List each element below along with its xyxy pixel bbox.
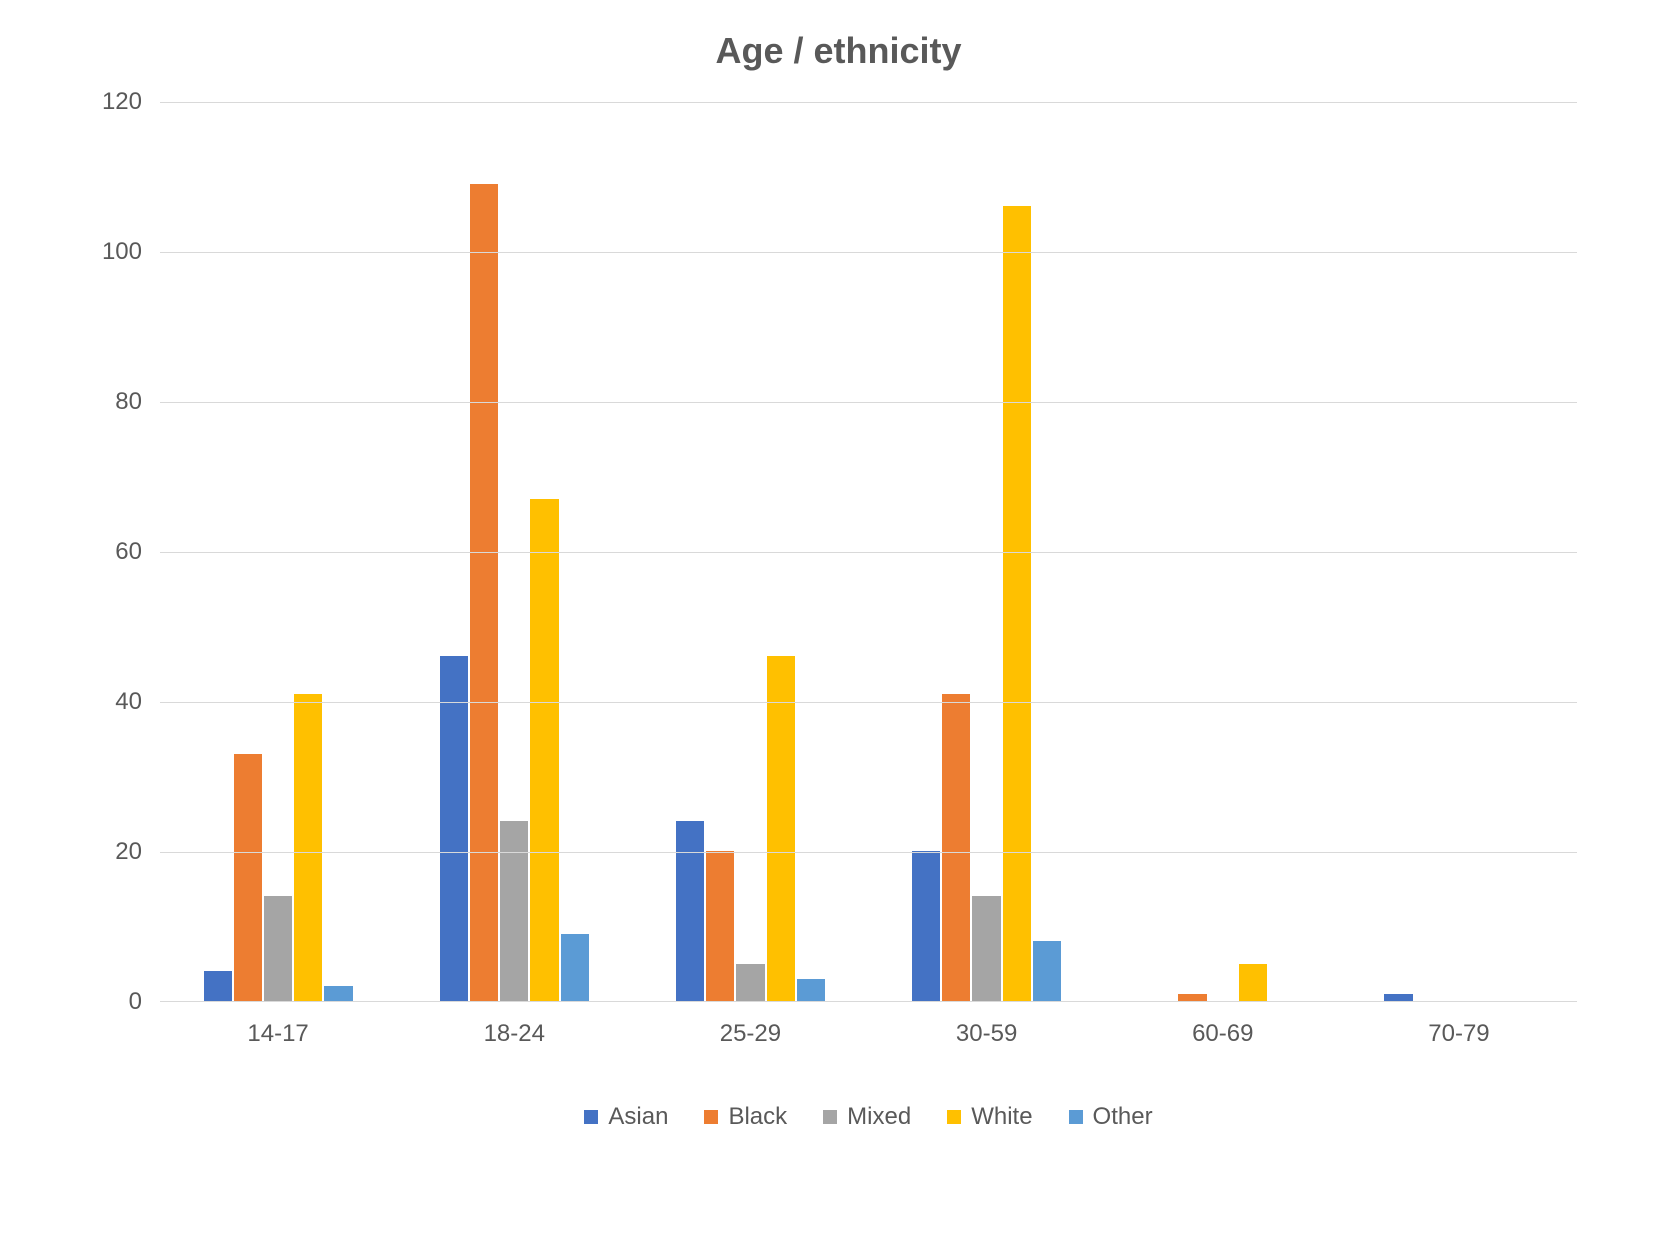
bar [942, 694, 970, 1002]
plot-area: 020406080100120 [160, 102, 1577, 1002]
legend-swatch [1069, 1110, 1083, 1124]
bar [470, 184, 498, 1002]
y-tick-label: 120 [102, 88, 160, 116]
bar [676, 821, 704, 1001]
bar [972, 896, 1000, 1001]
legend-swatch [584, 1110, 598, 1124]
legend-item: Mixed [823, 1103, 911, 1131]
bar [912, 851, 940, 1001]
y-tick-label: 100 [102, 238, 160, 266]
gridline [160, 852, 1577, 853]
gridline [160, 402, 1577, 403]
legend-label: Black [728, 1103, 787, 1131]
y-tick-label: 0 [129, 988, 160, 1016]
legend-swatch [704, 1110, 718, 1124]
bar [440, 656, 468, 1001]
bar [767, 656, 795, 1001]
gridline [160, 552, 1577, 553]
bar [324, 986, 352, 1001]
bar [264, 896, 292, 1001]
bar [1033, 941, 1061, 1001]
gridline [160, 102, 1577, 103]
bar [561, 934, 589, 1002]
x-tick-label: 70-79 [1341, 1020, 1577, 1048]
bar [706, 851, 734, 1001]
legend-label: Mixed [847, 1103, 911, 1131]
x-axis-labels: 14-1718-2425-2930-5960-6970-79 [160, 1020, 1577, 1048]
bar [797, 979, 825, 1002]
y-tick-label: 60 [115, 538, 160, 566]
bar [1178, 994, 1206, 1002]
legend-swatch [823, 1110, 837, 1124]
legend: Asian Black Mixed White Other [160, 1103, 1577, 1131]
legend-item: Asian [584, 1103, 668, 1131]
bar [530, 499, 558, 1002]
bar [1239, 964, 1267, 1002]
x-tick-label: 25-29 [632, 1020, 868, 1048]
bar [234, 754, 262, 1002]
legend-item: Black [704, 1103, 787, 1131]
y-tick-label: 40 [115, 688, 160, 716]
gridline [160, 252, 1577, 253]
legend-label: Asian [608, 1103, 668, 1131]
chart-title: Age / ethnicity [60, 30, 1617, 72]
bar [294, 694, 322, 1002]
chart-container: Age / ethnicity 020406080100120 14-1718-… [0, 0, 1677, 1236]
bar [1003, 206, 1031, 1001]
x-tick-label: 60-69 [1105, 1020, 1341, 1048]
legend-item: Other [1069, 1103, 1153, 1131]
y-tick-label: 80 [115, 388, 160, 416]
legend-label: Other [1093, 1103, 1153, 1131]
bar [204, 971, 232, 1001]
legend-item: White [947, 1103, 1032, 1131]
legend-label: White [971, 1103, 1032, 1131]
y-tick-label: 20 [115, 838, 160, 866]
x-tick-label: 18-24 [396, 1020, 632, 1048]
bar [500, 821, 528, 1001]
x-tick-label: 30-59 [869, 1020, 1105, 1048]
x-tick-label: 14-17 [160, 1020, 396, 1048]
plot-wrapper: 020406080100120 14-1718-2425-2930-5960-6… [160, 102, 1577, 1131]
legend-swatch [947, 1110, 961, 1124]
gridline [160, 702, 1577, 703]
bar [1384, 994, 1412, 1002]
bar [736, 964, 764, 1002]
